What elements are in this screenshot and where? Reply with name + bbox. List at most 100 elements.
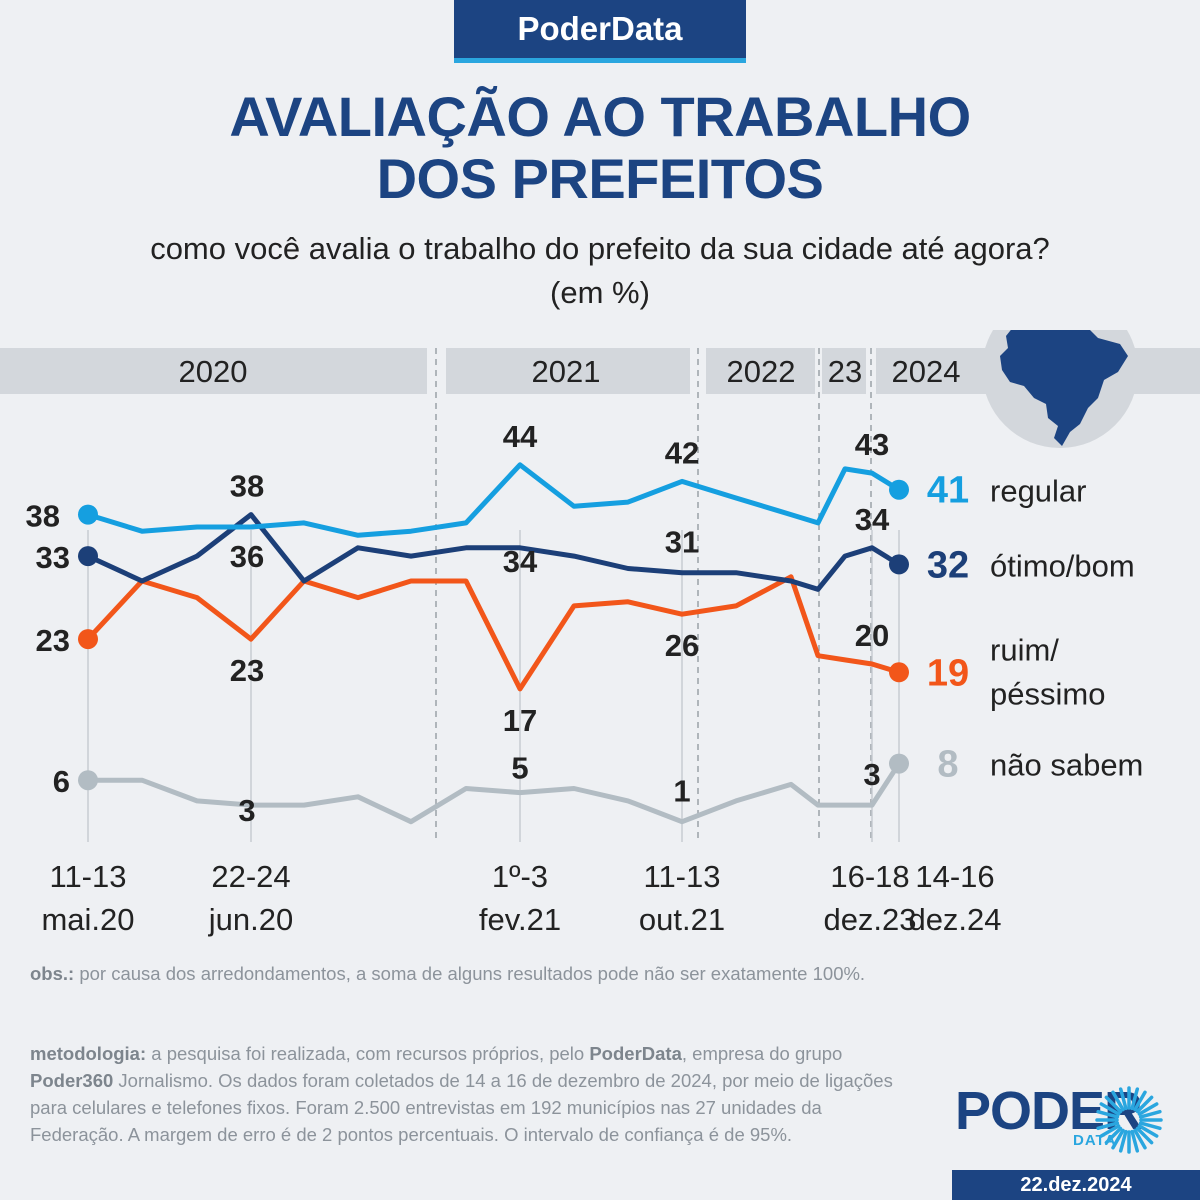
final-value-ruim_pessimo: 19 <box>927 652 969 694</box>
header-accent-line <box>454 58 746 63</box>
brazil-map-icon <box>1000 330 1128 446</box>
legend-otimo-bom: ótimo/bom <box>990 548 1135 583</box>
method-brand: PoderData <box>589 1043 682 1064</box>
brand-label: PoderData <box>517 10 683 47</box>
obs-text: por causa dos arredondamentos, a soma de… <box>74 963 866 984</box>
title-line-1: AVALIAÇÃO AO TRABALHO <box>229 85 971 148</box>
final-value-otimo_bom: 32 <box>927 544 969 586</box>
method-label: metodologia: <box>30 1043 147 1064</box>
burst-ray <box>1135 1095 1154 1114</box>
final-value-regular: 41 <box>927 470 969 512</box>
burst-ray <box>1138 1121 1162 1131</box>
burst-ray <box>1137 1102 1159 1116</box>
data-label-otimo_bom: 34 <box>855 502 890 537</box>
data-label-regular: 43 <box>855 427 889 462</box>
brazil-map-badge <box>982 330 1138 448</box>
series-point-otimo_bom <box>889 554 909 575</box>
year-label: 2024 <box>892 354 961 389</box>
chart-subtitle: como você avalia o trabalho do prefeito … <box>150 231 1050 266</box>
data-label-nao_sabem: 6 <box>53 764 70 799</box>
burst-ray <box>1099 1102 1121 1116</box>
x-tick-label: 11-13 <box>644 859 721 894</box>
data-label-regular: 38 <box>26 499 60 534</box>
final-value-nao_sabem: 8 <box>937 744 958 786</box>
year-label: 2022 <box>727 354 796 389</box>
data-label-nao_sabem: 3 <box>238 793 255 828</box>
data-label-ruim_pessimo: 17 <box>503 703 537 738</box>
series-line-regular <box>87 462 901 538</box>
poderdata-header-tab: PoderData <box>454 0 746 58</box>
observation-note: obs.: por causa dos arredondamentos, a s… <box>30 960 870 987</box>
publication-date: 22.dez.2024 <box>1020 1173 1132 1196</box>
publication-date-tab: 22.dez.2024 <box>952 1170 1200 1200</box>
x-tick-label: 11-13 <box>50 859 127 894</box>
burst-ray <box>1111 1128 1125 1150</box>
series-point-nao_sabem <box>889 753 909 774</box>
series-point-regular <box>889 479 909 500</box>
burst-ray <box>1096 1109 1120 1119</box>
data-label-regular: 44 <box>503 419 538 454</box>
data-label-otimo_bom: 38 <box>230 469 264 504</box>
burst-ray <box>1111 1090 1125 1112</box>
burst-ray <box>1135 1126 1154 1145</box>
method-text-2: , empresa do grupo <box>681 1043 843 1064</box>
legend-nao-sabem: não sabem <box>990 748 1143 783</box>
x-tick-label: 14-16 <box>915 859 994 894</box>
burst-ray <box>1133 1128 1147 1150</box>
data-label-otimo_bom: 34 <box>503 544 538 579</box>
data-label-ruim_pessimo: 20 <box>855 618 889 653</box>
data-label-ruim_pessimo: 26 <box>665 628 699 663</box>
methodology-note: metodologia: a pesquisa foi realizada, c… <box>30 1040 910 1148</box>
data-label-nao_sabem: 3 <box>863 757 880 792</box>
data-label-otimo_bom: 33 <box>36 540 70 575</box>
series-point-otimo_bom <box>78 546 98 567</box>
series-line-nao_sabem <box>88 762 902 825</box>
burst-ray <box>1104 1126 1123 1145</box>
burst-ray <box>1130 1129 1140 1153</box>
data-label-regular: 36 <box>230 539 264 574</box>
obs-label: obs.: <box>30 963 75 984</box>
method-text-3: Jornalismo. Os dados foram coletados de … <box>30 1070 893 1145</box>
legend-ruim-line-1: ruim/ <box>990 632 1059 667</box>
series-line-ruim_pessimo <box>86 574 900 692</box>
logo-sub: DATA <box>1073 1132 1117 1149</box>
data-label-otimo_bom: 31 <box>665 525 699 560</box>
data-label-regular: 42 <box>665 435 699 470</box>
series-point-ruim_pessimo <box>889 662 909 683</box>
burst-ray <box>1138 1109 1162 1119</box>
x-tick-label: 16-18 <box>830 859 909 894</box>
burst-ray <box>1099 1124 1121 1138</box>
legend-ruim-line-2: péssimo <box>990 676 1105 711</box>
x-tick-label: dez.23 <box>823 902 916 937</box>
year-label: 2021 <box>532 354 601 389</box>
x-tick-label: mai.20 <box>41 902 134 937</box>
x-tick-label: out.21 <box>639 902 725 937</box>
x-tick-label: fev.21 <box>479 902 561 937</box>
year-band <box>446 348 690 394</box>
year-label: 23 <box>828 354 862 389</box>
year-band <box>0 348 427 394</box>
method-text-1: a pesquisa foi realizada, com recursos p… <box>146 1043 590 1064</box>
year-label: 2020 <box>179 354 248 389</box>
legend-regular: regular <box>990 474 1087 509</box>
title-line-2: DOS PREFEITOS <box>376 147 824 210</box>
burst-ray <box>1130 1087 1140 1111</box>
burst-ray <box>1096 1121 1120 1131</box>
data-label-nao_sabem: 5 <box>511 751 528 786</box>
year-band <box>706 348 815 394</box>
series-point-regular <box>78 504 98 525</box>
data-label-ruim_pessimo: 23 <box>230 653 264 688</box>
chart-title: AVALIAÇÃO AO TRABALHO DOS PREFEITOS <box>0 86 1200 210</box>
logo-burst-icon <box>1095 1086 1163 1154</box>
unit-label: (em %) <box>550 275 650 310</box>
year-band <box>822 348 866 394</box>
method-group: Poder360 <box>30 1070 114 1091</box>
x-tick-label: dez.24 <box>908 902 1001 937</box>
series-point-ruim_pessimo <box>78 629 98 650</box>
burst-ray <box>1118 1129 1128 1153</box>
burst-ray <box>1118 1087 1128 1111</box>
burst-ray <box>1104 1095 1123 1114</box>
poderdata-logo: PODER DATA <box>955 1082 1175 1162</box>
burst-ray <box>1137 1124 1159 1138</box>
